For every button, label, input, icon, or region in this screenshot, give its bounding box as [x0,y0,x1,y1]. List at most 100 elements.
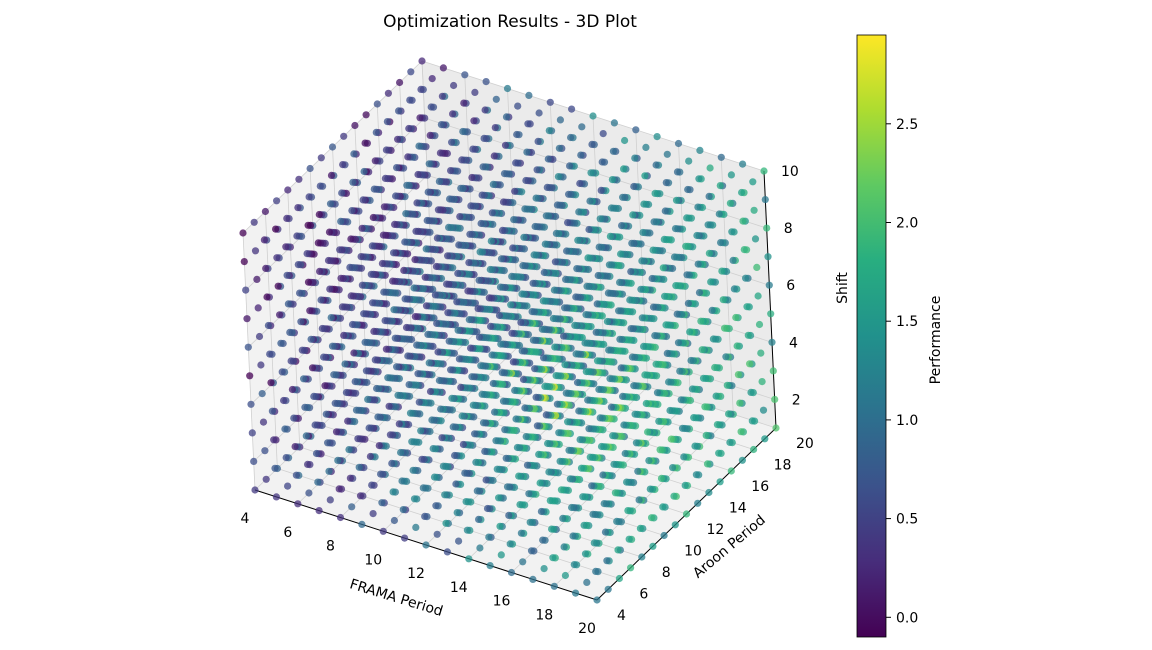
scatter-point [347,235,355,243]
scatter-point [347,292,355,300]
scatter-point [561,571,570,580]
scatter-point [640,200,648,208]
scatter-point [274,282,282,290]
scatter-point [424,188,432,196]
scatter-point [611,489,620,497]
scatter-point [620,165,628,173]
colorbar-tick-label: 1.0 [896,413,918,429]
scatter-point [749,178,757,186]
scatter-point [499,397,508,405]
scatter-point [386,431,394,439]
x-tick-label: 10 [364,552,382,568]
scatter-point [674,139,683,148]
scatter-point [761,435,769,443]
scatter-point [453,298,461,306]
scatter-point [582,311,590,319]
scatter-point [472,458,480,466]
scatter-point [317,154,325,162]
scatter-point [358,281,366,289]
scatter-point [537,507,546,516]
scatter-point [588,482,596,490]
scatter-point [335,485,343,493]
scatter-point [525,490,533,498]
scatter-point [512,159,520,167]
scatter-point [564,219,572,227]
scatter-point [572,589,580,597]
scatter-point [290,414,298,422]
scatter-point [684,185,692,194]
x-tick-label: 8 [326,539,335,555]
scatter-point [737,428,745,436]
scatter-point [385,402,393,410]
scatter-point [288,385,296,394]
scatter-point [556,116,565,124]
scatter-point [340,132,348,140]
scatter-point [418,57,426,65]
scatter-point [583,578,591,587]
scatter-point [304,221,312,229]
scatter-point [390,306,398,314]
scatter-point [750,206,758,214]
scatter-point [402,323,411,332]
scatter-point [458,156,466,164]
scatter-point [443,280,451,288]
y-tick-label: 4 [617,608,626,624]
scatter-point [511,386,519,394]
scatter-point [556,457,564,465]
scatter-point [605,261,614,269]
scatter-point [666,406,674,415]
scatter-point [716,182,724,190]
scatter-point [765,281,773,289]
y-tick-label: 8 [662,565,671,581]
scatter-point [328,143,337,151]
scatter-point [525,91,533,99]
scatter-point [445,337,453,345]
scatter-point [318,324,326,333]
scatter-point [719,296,727,304]
scatter-point [383,118,391,126]
scatter-point [503,84,512,93]
colorbar: 0.0 0.5 1.0 1.5 2.0 2.5 Performance [856,34,944,638]
scatter-point [617,364,625,372]
scatter-point [437,121,445,129]
scatter-point [346,263,354,271]
scatter-point [244,343,252,351]
scatter-point [566,162,574,170]
scatter-point [362,111,370,119]
scatter-point [651,189,659,197]
scatter-point [748,417,756,425]
scatter-point [242,286,250,294]
scatter-point [303,250,311,258]
scatter-point [452,480,460,488]
scatter-point [433,319,441,327]
scatter-point [608,176,617,184]
scatter-point [324,439,332,447]
scatter-point [662,321,670,329]
scatter-point [482,78,490,86]
scatter-point [565,190,573,198]
scatter-point [610,460,618,468]
scatter-point [630,182,638,191]
scatter-point [638,314,646,322]
scatter-point [660,235,668,243]
scatter-point [705,249,714,257]
scatter-point [717,153,725,161]
scatter-point [627,564,635,572]
scatter-point [473,487,481,495]
scatter-point [493,465,501,473]
scatter-point [337,274,345,282]
scatter-point [532,393,540,401]
scatter-point [726,438,734,446]
scatter-point [346,474,354,482]
scatter-point [650,218,658,226]
scatter-point [660,531,668,540]
scatter-point [469,401,477,409]
scatter-point [417,85,425,93]
scatter-point [246,372,254,380]
scatter-point [559,514,567,523]
scatter-point [263,293,271,301]
colorbar-tick-label: 0.0 [896,610,918,626]
scatter-point [465,555,473,563]
scatter-point [272,225,280,233]
scatter-point [306,307,314,315]
